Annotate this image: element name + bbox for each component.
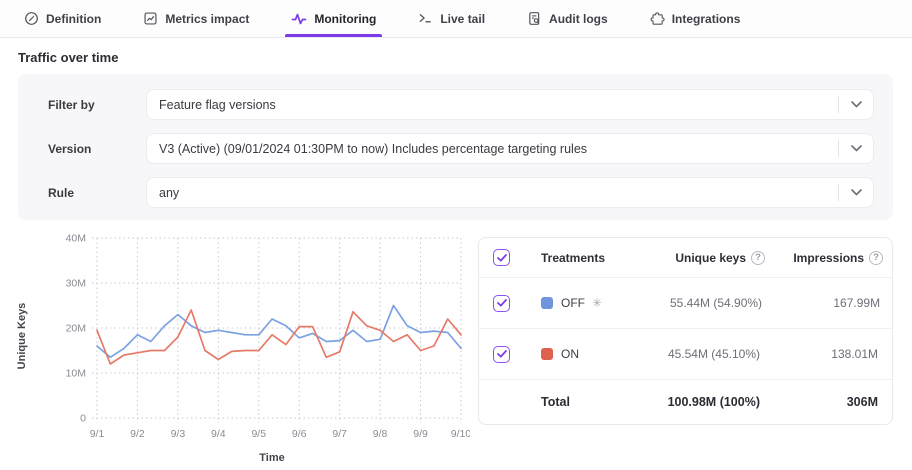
tab-metrics-impact[interactable]: Metrics impact [139, 0, 253, 37]
on-impressions: 138.01M [831, 347, 878, 361]
x-axis-label: Time [259, 452, 285, 464]
impressions-header: Impressions [793, 250, 865, 265]
svg-text:9/2: 9/2 [130, 428, 145, 440]
on-unique-keys: 45.54M (45.10%) [667, 347, 760, 361]
treatment-row-on: ON 45.54M (45.10%) 138.01M [479, 329, 892, 380]
tab-label: Audit logs [549, 11, 608, 26]
divider [838, 184, 839, 201]
traffic-line-chart: 0 10M 20M 30M 40M 9/1 9/2 9/3 9/4 9/5 9/6 9/7 9/8 9/9… [66, 233, 470, 441]
traffic-chart-area: Unique Keys 0 10M 20M 30M 40M 9/1 9/2 9/3 9/4 9/5… [0, 230, 478, 470]
unique-keys-header: Unique keys [675, 250, 747, 265]
divider [838, 140, 839, 157]
selected-value: any [159, 185, 180, 200]
filter-panel: Filter by Feature flag versions Version … [18, 74, 893, 220]
default-treatment-icon: ✳ [592, 296, 603, 310]
tab-label: Integrations [671, 11, 741, 26]
total-impressions: 306M [846, 395, 878, 409]
filter-by-select[interactable]: Feature flag versions [146, 89, 874, 120]
rule-select[interactable]: any [146, 177, 874, 208]
version-row: Version V3 (Active) (09/01/2024 01:30PM … [48, 133, 875, 164]
off-impressions: 167.99M [833, 296, 881, 310]
svg-text:9/3: 9/3 [171, 428, 186, 440]
tab-audit-logs[interactable]: Audit logs [523, 0, 612, 37]
pulse-icon [291, 11, 307, 27]
on-color-swatch [541, 348, 553, 360]
tab-live-tail[interactable]: Live tail [414, 0, 489, 37]
tab-label: Definition [46, 11, 102, 26]
svg-text:40M: 40M [66, 233, 86, 245]
target-icon [24, 11, 39, 26]
svg-text:10M: 10M [66, 368, 86, 380]
tab-label: Metrics impact [165, 11, 250, 26]
version-label: Version [48, 141, 92, 156]
total-label: Total [541, 395, 570, 409]
help-icon[interactable]: ? [751, 250, 766, 265]
y-axis-label: Unique Keys [16, 302, 28, 370]
treatments-header: Treatments [541, 250, 606, 265]
selected-value: V3 (Active) (09/01/2024 01:30PM to now) … [159, 141, 588, 156]
rule-label: Rule [48, 185, 75, 200]
table-header-row: Treatments Unique keys ? Impressions ? [479, 238, 892, 278]
version-select[interactable]: V3 (Active) (09/01/2024 01:30PM to now) … [146, 133, 874, 164]
chevron-down-icon [839, 145, 873, 152]
svg-text:20M: 20M [66, 323, 86, 335]
svg-text:9/5: 9/5 [251, 428, 266, 440]
total-row: Total 100.98M (100%) 306M [479, 380, 892, 424]
treatment-name: ON [561, 347, 579, 361]
section-title: Traffic over time [18, 50, 119, 65]
off-unique-keys: 55.44M (54.90%) [670, 296, 763, 310]
total-unique-keys: 100.98M (100%) [667, 395, 760, 409]
tab-label: Live tail [440, 11, 486, 26]
svg-text:9/6: 9/6 [292, 428, 307, 440]
selected-value: Feature flag versions [159, 97, 276, 112]
treatment-row-off: OFF ✳ 55.44M (54.90%) 167.99M [479, 278, 892, 329]
filter-by-row: Filter by Feature flag versions [48, 89, 875, 120]
rule-row: Rule any [48, 177, 875, 208]
chevron-down-icon [839, 101, 873, 108]
audit-log-icon [527, 11, 542, 26]
help-icon[interactable]: ? [869, 250, 884, 265]
svg-text:9/7: 9/7 [332, 428, 347, 440]
off-checkbox[interactable] [493, 294, 510, 312]
svg-text:30M: 30M [66, 278, 86, 290]
svg-text:9/10: 9/10 [451, 428, 470, 440]
svg-text:9/4: 9/4 [211, 428, 226, 440]
metrics-chart-icon [143, 11, 158, 26]
select-all-checkbox[interactable] [493, 249, 510, 266]
tab-definition[interactable]: Definition [20, 0, 105, 37]
svg-text:0: 0 [80, 413, 86, 425]
chevron-down-icon [839, 189, 873, 196]
filter-by-label: Filter by [48, 97, 95, 112]
off-color-swatch [541, 297, 553, 309]
tab-monitoring[interactable]: Monitoring [285, 0, 383, 37]
puzzle-icon [650, 11, 665, 26]
on-checkbox[interactable] [493, 345, 510, 363]
svg-text:9/1: 9/1 [90, 428, 105, 440]
treatment-name: OFF [561, 296, 585, 310]
divider [838, 96, 839, 113]
svg-text:9/8: 9/8 [373, 428, 388, 440]
svg-text:9/9: 9/9 [413, 428, 428, 440]
tab-label: Monitoring [314, 11, 377, 26]
treatments-table: Treatments Unique keys ? Impressions ? O… [478, 237, 893, 425]
tab-integrations[interactable]: Integrations [646, 0, 745, 37]
tab-bar: Definition Metrics impact Monitoring Liv… [0, 0, 912, 38]
terminal-icon [418, 11, 433, 26]
